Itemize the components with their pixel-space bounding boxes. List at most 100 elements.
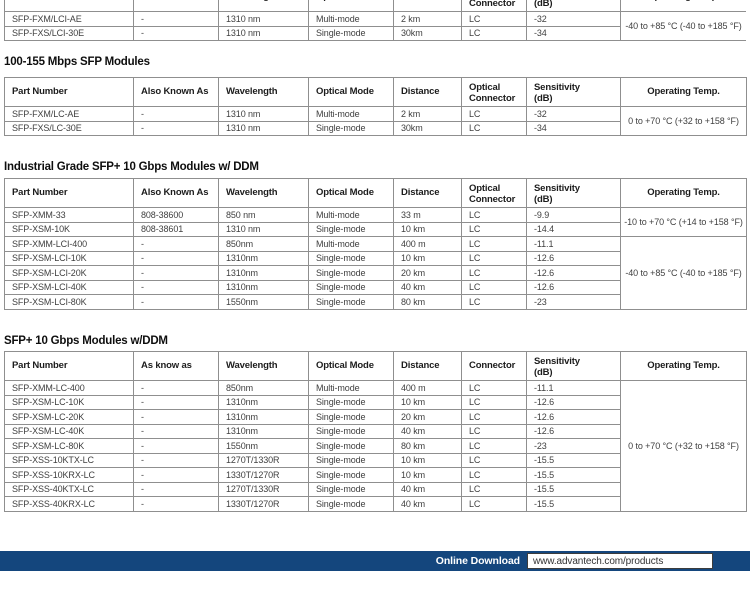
table-cell: SFP-FXS/LCI-30E (4, 25, 134, 41)
table-cell: Single-mode (308, 423, 394, 439)
table-cell: -12.6 (526, 250, 621, 266)
table-cell: 10 km (393, 250, 462, 266)
table-cell: 1310nm (218, 279, 309, 295)
column-header-also-known-as: Also Known As (133, 0, 219, 12)
table-cell: Single-mode (308, 279, 394, 295)
table-cell: - (133, 380, 219, 396)
table-row: SFP-XSS-40KTX-LC -1270T/1330R Single-mode 4… (4, 481, 747, 497)
download-url-box[interactable]: www.advantech.com/products (527, 553, 713, 569)
table-cell: LC (461, 120, 527, 136)
column-header-sensitivity-db: Sensitivity (dB) (526, 178, 621, 208)
table-cell: LC (461, 481, 527, 497)
table-cell: -23 (526, 438, 621, 454)
table-cell: LC (461, 106, 527, 122)
table-cell: - (133, 496, 219, 512)
column-header-operating-temp: Operating Temp. (620, 351, 747, 381)
table-cell: - (133, 265, 219, 281)
table-cell: Single-mode (308, 120, 394, 136)
column-header-sensitivity-db: Sensitivity (dB) (526, 0, 621, 12)
table-cell: 850 nm (218, 207, 309, 223)
column-header-wavelength: Wavelength (218, 351, 309, 381)
table-cell: Multi-mode (308, 11, 394, 27)
table-cell: -34 (526, 25, 621, 41)
operating-temp-cell: 0 to +70 °C (+32 to +158 °F) (620, 106, 747, 136)
table-cell: 1310nm (218, 265, 309, 281)
table-cell: - (133, 294, 219, 310)
column-header-also-known-as: Also Known As (133, 77, 219, 107)
column-header-distance: Distance (393, 351, 462, 381)
column-header-wavelength: Wavelength (218, 77, 309, 107)
table-cell: - (133, 106, 219, 122)
column-header-also-known-as: Also Known As (133, 178, 219, 208)
column-header-operating-temp: Operating Temp. (620, 178, 747, 208)
column-header-sensitivity-db: Sensitivity (dB) (526, 351, 621, 381)
table-cell: 1550nm (218, 294, 309, 310)
table-cell: SFP-XSM-LC-10K (4, 394, 134, 410)
table-cell: SFP-XSS-10KTX-LC (4, 452, 134, 468)
table-cell: - (133, 120, 219, 136)
table-cell: SFP-XSM-LCI-10K (4, 250, 134, 266)
table-row: SFP-FXS/LC-30E -1310 nm Single-mode 30km LC -… (4, 120, 747, 136)
table-cell: LC (461, 221, 527, 237)
table-cell: 1330T/1270R (218, 467, 309, 483)
column-header-wavelength: Wavelength (218, 178, 309, 208)
table-row: SFP-XMM-LC-400-850nm Multi-mode 400 m LC -11… (4, 380, 747, 512)
table-cell: - (133, 394, 219, 410)
table-cell: 808-38601 (133, 221, 219, 237)
footer-bar: Online Download www.advantech.com/produc… (0, 551, 750, 571)
table-cell: 10 km (393, 394, 462, 410)
table-cell: - (133, 409, 219, 425)
table-cell: SFP-FXM/LCI-AE (4, 11, 134, 27)
table-sfp-plus-ddm: Part Number As know as Wavelength Optical M… (4, 351, 747, 512)
table-cell: SFP-XSM-10K (4, 221, 134, 237)
table-cell: SFP-XSM-LC-80K (4, 438, 134, 454)
table-cell: -12.6 (526, 423, 621, 439)
column-header-optical-connector: Optical Connector (461, 0, 527, 12)
table-row: SFP-XSS-40KRX-LC -1330T/1270R Single-mode 4… (4, 496, 747, 512)
table-cell: LC (461, 423, 527, 439)
table-cell: 10 km (393, 467, 462, 483)
table-cell: Single-mode (308, 25, 394, 41)
table-cell: 1330T/1270R (218, 496, 309, 512)
table-cell: -12.6 (526, 265, 621, 281)
table-cell: Multi-mode (308, 380, 394, 396)
table-cell: SFP-FXS/LC-30E (4, 120, 134, 136)
table-cell: - (133, 25, 219, 41)
table-cell: -12.6 (526, 394, 621, 410)
table-cell: -15.5 (526, 467, 621, 483)
table-cell: -15.5 (526, 481, 621, 497)
table-row: SFP-FXS/LCI-30E -1310 nm Single-mode 30km LC… (4, 25, 747, 41)
table-row: SFP-XSM-10K 808-38601 1310 nm Single-mode 10… (4, 221, 747, 237)
table-cell: -11.1 (526, 380, 621, 396)
table-cell: Single-mode (308, 438, 394, 454)
table-cell: 20 km (393, 409, 462, 425)
table-cell: -15.5 (526, 452, 621, 468)
table-cell: SFP-XMM-33 (4, 207, 134, 223)
online-download-label: Online Download (435, 555, 520, 567)
table-cell: 1310nm (218, 394, 309, 410)
table-cell: -32 (526, 106, 621, 122)
table-cell: - (133, 481, 219, 497)
table-cell: -11.1 (526, 236, 621, 252)
table-cell: -12.6 (526, 279, 621, 295)
table-row: SFP-XSM-LCI-80K -1550nm Single-mode 80 km LC… (4, 294, 747, 310)
table-cell: LC (461, 294, 527, 310)
table-cell: 20 km (393, 265, 462, 281)
table-cell: LC (461, 25, 527, 41)
table-cell: - (133, 423, 219, 439)
table-cell: - (133, 279, 219, 295)
column-header-operating-temp: Operating Temp. (620, 0, 746, 12)
table-row: SFP-XMM-LCI-400-850nm Multi-mode 400 m LC -1… (4, 236, 747, 310)
table-cell: Single-mode (308, 294, 394, 310)
table-cell: Single-mode (308, 409, 394, 425)
table-cell: Single-mode (308, 496, 394, 512)
column-header-optical-mode: Optical Mode (308, 351, 394, 381)
column-header-optical-mode: Optical Mode (308, 178, 394, 208)
column-header-distance: Distance (393, 77, 462, 107)
table-cell: 1310 nm (218, 120, 309, 136)
download-url[interactable]: www.advantech.com/products (533, 555, 664, 567)
table-cell: 40 km (393, 481, 462, 497)
table-industrial-sfp-plus: Part Number Also Known As Wavelength Optica… (4, 178, 747, 310)
table-cell: Single-mode (308, 221, 394, 237)
